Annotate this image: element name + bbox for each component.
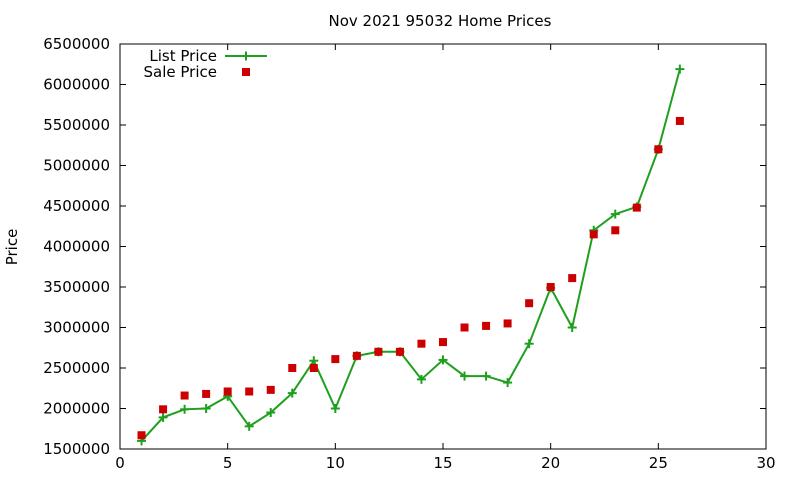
sale-price-point [374,347,383,356]
sale-price-point [525,299,534,308]
y-tick-label: 5000000 [43,157,110,175]
sale-price-point [202,389,211,398]
sale-price-point [137,431,146,440]
list-price-point [244,421,254,431]
sale-price-point [266,385,275,394]
sale-price-point [352,351,361,360]
sale-price-point [568,274,577,283]
plot-border [119,43,767,450]
x-tick-label: 20 [541,454,560,472]
list-price-point [330,404,340,413]
list-price-point [266,408,276,418]
sale-price-point [180,391,189,400]
y-tick-label: 5500000 [43,116,110,134]
series-list-price [137,64,685,446]
sale-price-point [223,387,232,396]
sale-price-point [654,145,663,154]
sale-price-point [309,364,318,372]
sale-price-point [675,116,684,125]
y-tick-label: 2000000 [43,400,110,418]
y-tick-label: 6500000 [43,35,110,53]
sale-price-point [632,203,641,212]
legend-square-swatch [242,68,250,76]
legend-label: List Price [149,47,217,65]
y-tick-label: 4000000 [43,238,110,256]
x-tick-label: 10 [326,454,345,472]
list-price-point [180,404,190,414]
legend-label: Sale Price [144,63,217,81]
sale-price-point [503,319,512,328]
list-price-line [140,68,681,442]
y-tick-label: 3500000 [43,278,110,296]
sale-price-point [395,347,404,356]
list-price-point [610,209,620,219]
sale-price-point [288,364,297,372]
sale-price-point [245,387,254,396]
list-price-point [503,378,513,388]
sale-price-point [331,355,340,364]
series-layer [137,64,685,446]
sale-price-point [439,338,447,347]
sale-price-point [159,405,168,414]
y-axis-label: Price [3,229,21,266]
y-tick-label: 3000000 [43,319,110,337]
x-tick-label: 30 [756,454,775,472]
chart-title: Nov 2021 95032 Home Prices [329,12,552,30]
list-price-point [675,64,685,74]
list-price-point [438,355,448,365]
sale-price-point [589,230,598,239]
list-price-point [481,371,491,381]
x-tick-label: 25 [649,454,668,472]
y-tick-label: 1500000 [43,440,110,458]
sale-price-point [611,226,620,235]
list-price-point [158,412,168,422]
y-axis-ticks: 1500000 2000000 2500000 3000000 3500000 40000… [43,35,766,458]
plot-frame [119,43,767,450]
list-price-point [201,404,211,413]
sale-price-point [546,283,555,291]
sale-price-point [460,323,469,332]
x-tick-label: 5 [223,454,233,472]
list-price-point [460,371,470,381]
x-tick-label: 0 [115,454,125,472]
y-tick-label: 6000000 [43,76,110,94]
y-tick-label: 4500000 [43,197,110,215]
sale-price-point [482,321,491,330]
list-price-point [309,356,319,366]
x-axis-ticks: 0 5 10 15 20 25 30 [115,44,776,472]
list-price-point [287,388,297,398]
sale-price-point [417,339,426,348]
list-price-point [416,374,426,384]
y-tick-label: 2500000 [43,359,110,377]
list-price-point [567,323,577,332]
list-price-point [524,339,534,349]
x-tick-label: 15 [433,454,452,472]
series-sale-price [137,116,684,440]
